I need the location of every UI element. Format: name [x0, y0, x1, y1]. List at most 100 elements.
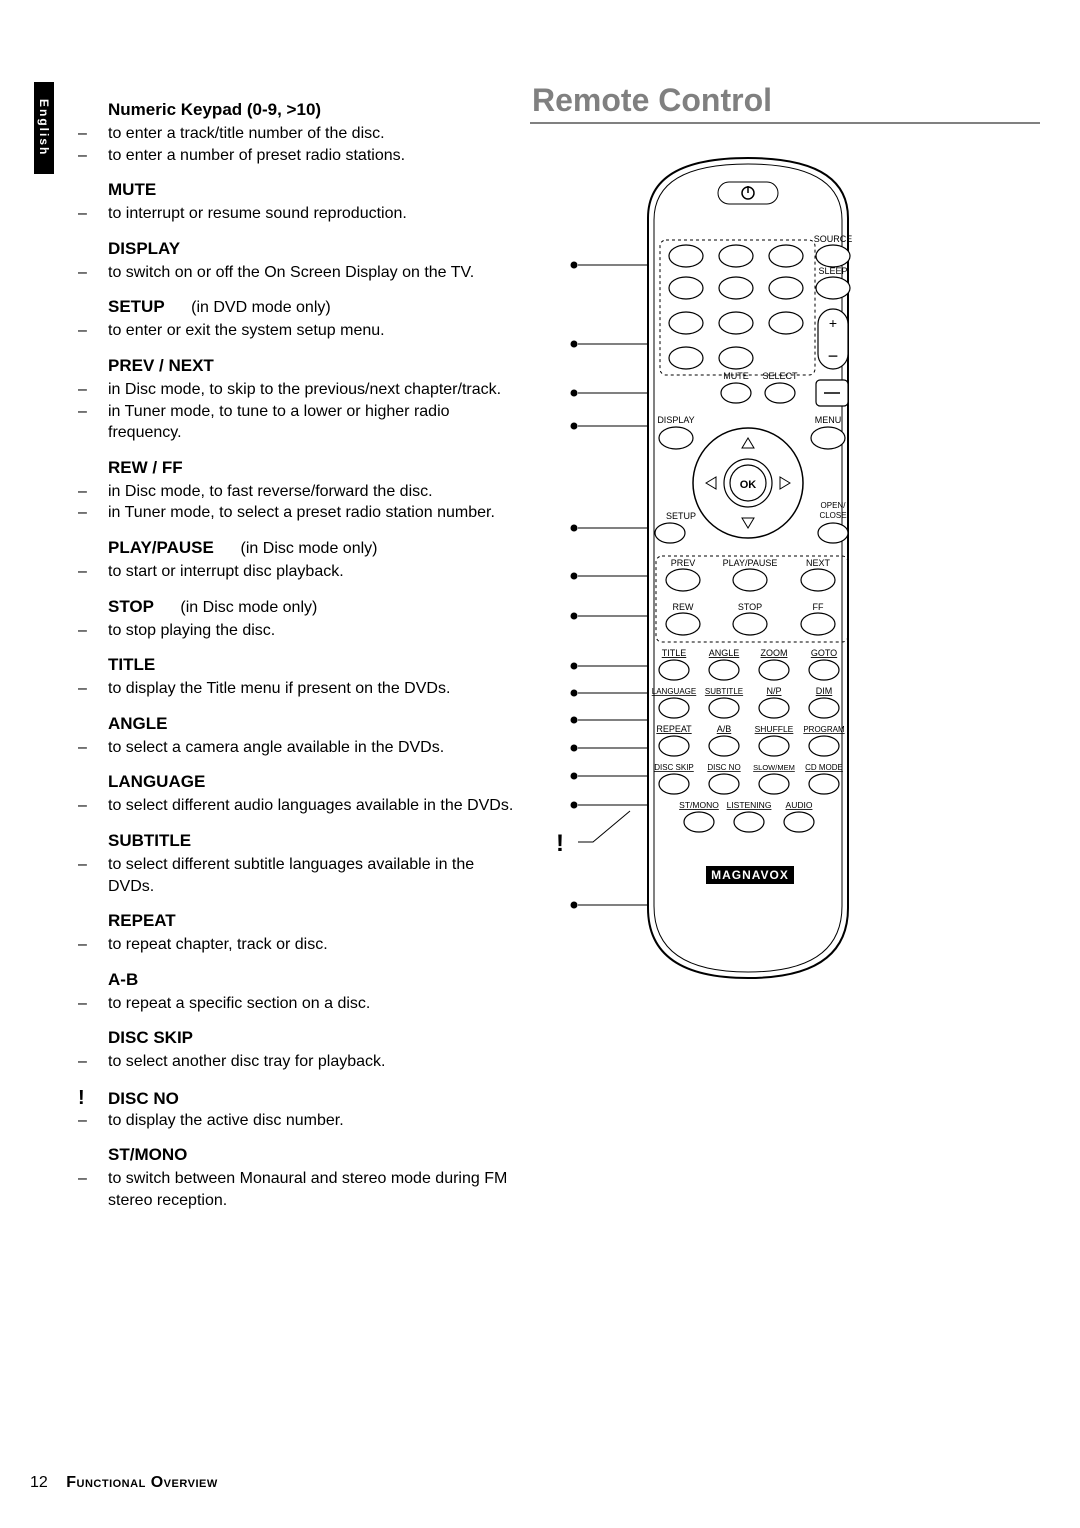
desc-subtitle: –to select different subtitle languages … — [78, 854, 518, 897]
select-button — [765, 383, 795, 403]
heading-angle: ANGLE — [108, 714, 518, 734]
goto-button — [809, 660, 839, 680]
heading-subtitle: SUBTITLE — [108, 831, 518, 851]
label-goto: GOTO — [811, 648, 837, 658]
power-button — [718, 182, 778, 204]
desc-playpause: –to start or interrupt disc playback. — [78, 561, 518, 583]
audio-button — [784, 812, 814, 832]
sleep-button — [816, 277, 850, 299]
definitions-column: Numeric Keypad (0-9, >10) –to enter a tr… — [78, 86, 518, 1212]
heading-stop-label: STOP — [108, 597, 154, 616]
heading-discskip: DISC SKIP — [108, 1028, 518, 1048]
desc-stmono: –to switch between Monaural and stereo m… — [78, 1168, 518, 1211]
repeat-button — [659, 736, 689, 756]
ab-button — [709, 736, 739, 756]
label-title: TITLE — [662, 648, 687, 658]
heading-playpause-note: (in Disc mode only) — [241, 540, 378, 557]
remote-control-diagram: ! SOURCE SLEEP + − MUTE SELECT DISPLAY M… — [548, 148, 1048, 998]
desc-discno: –to display the active disc number. — [78, 1110, 518, 1132]
label-dim: DIM — [816, 686, 833, 696]
mute-button — [721, 383, 751, 403]
label-openclose-1: OPEN/ — [821, 501, 847, 510]
dim-button — [809, 698, 839, 718]
label-ff: FF — [813, 602, 824, 612]
heading-setup: SETUP (in DVD mode only) — [108, 297, 518, 317]
volume-plus-icon: + — [829, 315, 837, 331]
desc-prevnext-2: –in Tuner mode, to tune to a lower or hi… — [78, 401, 518, 444]
heading-title: TITLE — [108, 655, 518, 675]
heading-prevnext: PREV / NEXT — [108, 356, 518, 376]
heading-playpause-label: PLAY/PAUSE — [108, 538, 214, 557]
label-listening: LISTENING — [727, 800, 772, 810]
title-button — [659, 660, 689, 680]
heading-stmono: ST/MONO — [108, 1145, 518, 1165]
label-shuffle: SHUFFLE — [755, 724, 794, 734]
desc-rewff-2: –in Tuner mode, to select a preset radio… — [78, 502, 518, 524]
language-tab: English — [34, 82, 54, 174]
desc-numeric-1: –to enter a track/title number of the di… — [78, 123, 518, 145]
label-discno: DISC NO — [707, 763, 740, 772]
heading-numeric: Numeric Keypad (0-9, >10) — [108, 100, 518, 120]
desc-repeat: –to repeat chapter, track or disc. — [78, 934, 518, 956]
desc-display: –to switch on or off the On Screen Displ… — [78, 262, 518, 284]
label-repeat: REPEAT — [656, 724, 692, 734]
desc-discskip: –to select another disc tray for playbac… — [78, 1051, 518, 1073]
heading-stop: STOP (in Disc mode only) — [108, 597, 518, 617]
desc-setup: –to enter or exit the system setup menu. — [78, 320, 518, 342]
desc-language: –to select different audio languages ava… — [78, 795, 518, 817]
label-audio: AUDIO — [786, 800, 813, 810]
desc-prevnext-1: –in Disc mode, to skip to the previous/n… — [78, 379, 518, 401]
menu-button — [811, 427, 845, 449]
next-button — [801, 569, 835, 591]
desc-numeric-2: –to enter a number of preset radio stati… — [78, 145, 518, 167]
prev-button — [666, 569, 700, 591]
heading-ab: A-B — [108, 970, 518, 990]
heading-setup-note: (in DVD mode only) — [191, 299, 331, 316]
program-button — [809, 736, 839, 756]
label-next: NEXT — [806, 558, 831, 568]
label-display: DISPLAY — [657, 415, 694, 425]
desc-title: –to display the Title menu if present on… — [78, 678, 518, 700]
label-slowmem: SLOW/MEM — [753, 763, 795, 772]
label-stmono: ST/MONO — [679, 800, 719, 810]
cdmode-button — [809, 774, 839, 794]
heading-repeat: REPEAT — [108, 911, 518, 931]
brand-label: MAGNAVOX — [711, 868, 789, 882]
openclose-button — [818, 523, 848, 543]
listening-button — [734, 812, 764, 832]
page-section-title: Remote Control — [530, 82, 1040, 124]
label-playpause: PLAY/PAUSE — [723, 558, 778, 568]
desc-rewff-1: –in Disc mode, to fast reverse/forward t… — [78, 481, 518, 503]
np-button — [759, 698, 789, 718]
page-number: 12 — [30, 1474, 48, 1491]
label-openclose-2: CLOSE — [819, 511, 846, 520]
label-language: LANGUAGE — [652, 687, 696, 696]
heading-playpause: PLAY/PAUSE (in Disc mode only) — [108, 538, 518, 558]
dpad: OK — [693, 428, 803, 538]
page-footer: 12 Functional Overview — [30, 1474, 218, 1492]
zoom-button — [759, 660, 789, 680]
heading-discno: DISC NO — [108, 1089, 179, 1109]
heading-display: DISPLAY — [108, 239, 518, 259]
label-prev: PREV — [671, 558, 696, 568]
callout-bang-icon: ! — [556, 830, 564, 857]
heading-mute: MUTE — [108, 180, 518, 200]
label-np: N/P — [766, 686, 781, 696]
slowmem-button — [759, 774, 789, 794]
volume-minus-icon: − — [828, 346, 839, 366]
desc-ab: –to repeat a specific section on a disc. — [78, 993, 518, 1015]
label-ok: OK — [740, 479, 757, 491]
discskip-button — [659, 774, 689, 794]
label-mute: MUTE — [723, 371, 749, 381]
label-rew: REW — [673, 602, 695, 612]
angle-button — [709, 660, 739, 680]
label-sleep: SLEEP — [818, 266, 847, 276]
heading-rewff: REW / FF — [108, 458, 518, 478]
label-zoom: ZOOM — [761, 648, 788, 658]
heading-language: LANGUAGE — [108, 772, 518, 792]
label-ab: A/B — [717, 724, 732, 734]
label-program: PROGRAM — [803, 725, 845, 734]
bang-icon: ! — [78, 1087, 108, 1110]
callout-bullets — [571, 262, 578, 909]
label-stop: STOP — [738, 602, 762, 612]
